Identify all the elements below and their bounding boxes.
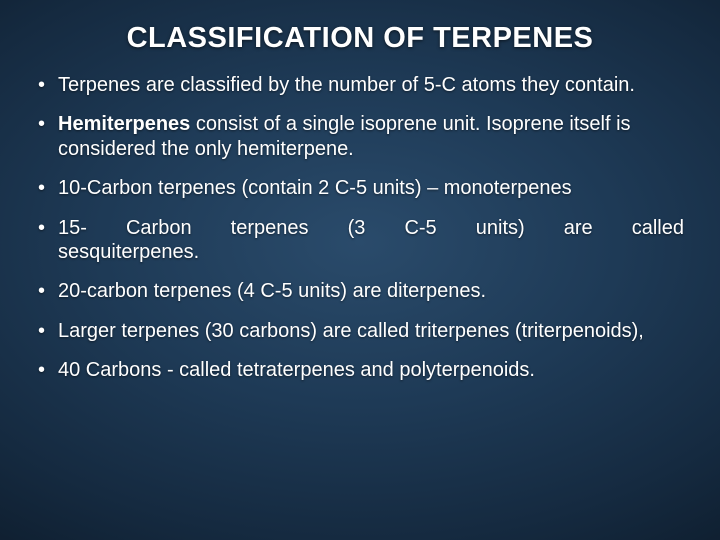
bullet-item: Terpenes are classified by the number of… [36, 73, 684, 97]
bullet-text: Larger terpenes (30 carbons) are called … [58, 320, 644, 342]
bullet-text: 10-Carbon terpenes (contain 2 C-5 units)… [58, 177, 572, 199]
slide-title: CLASSIFICATION OF TERPENES [36, 22, 684, 55]
bullet-item: 40 Carbons - called tetraterpenes and po… [36, 358, 684, 382]
bullet-list: Terpenes are classified by the number of… [36, 73, 684, 383]
bullet-text: 20-carbon terpenes (4 C-5 units) are dit… [58, 280, 486, 302]
bullet-bold-term: Hemiterpenes [58, 113, 190, 135]
bullet-text: Terpenes are classified by the number of… [58, 74, 635, 96]
bullet-item: 10-Carbon terpenes (contain 2 C-5 units)… [36, 176, 684, 200]
bullet-item: 15- Carbon terpenes (3 C-5 units) are ca… [36, 216, 684, 265]
bullet-text: 40 Carbons - called tetraterpenes and po… [58, 359, 535, 381]
bullet-text-line2: sesquiterpenes. [58, 240, 684, 264]
bullet-text-line1: 15- Carbon terpenes (3 C-5 units) are ca… [58, 216, 684, 240]
bullet-item: Larger terpenes (30 carbons) are called … [36, 319, 684, 343]
bullet-item: Hemiterpenes consist of a single isopren… [36, 112, 684, 161]
bullet-item: 20-carbon terpenes (4 C-5 units) are dit… [36, 279, 684, 303]
